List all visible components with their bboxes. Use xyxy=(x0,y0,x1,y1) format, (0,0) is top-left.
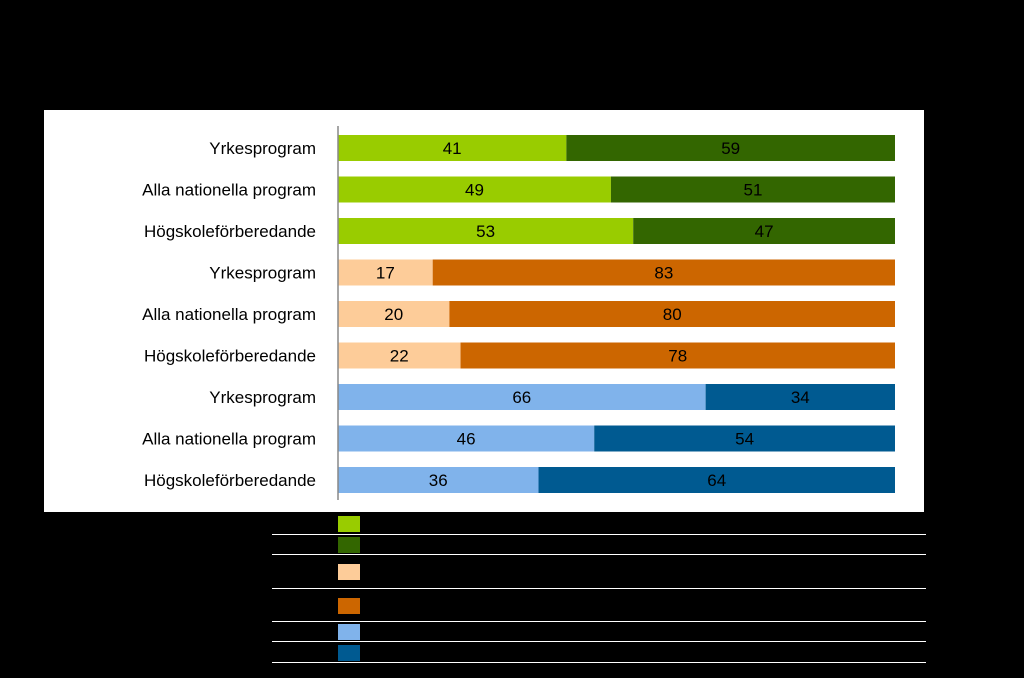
data-label: 49 xyxy=(465,181,484,200)
bar-segment xyxy=(705,384,895,410)
bar-segment xyxy=(338,176,611,203)
bar-segment xyxy=(460,342,895,369)
category-label: Alla nationella program xyxy=(142,430,316,449)
legend-item xyxy=(272,642,926,663)
data-label: 51 xyxy=(744,181,763,200)
data-label: 64 xyxy=(707,471,726,490)
data-label: 83 xyxy=(654,264,673,283)
legend-item xyxy=(272,555,926,589)
legend-swatch xyxy=(338,624,360,640)
data-label: 22 xyxy=(390,347,409,366)
bar-segment xyxy=(338,467,539,493)
category-label: Yrkesprogram xyxy=(209,388,316,407)
bar-segment xyxy=(449,301,895,327)
category-label: Högskoleförberedande xyxy=(144,347,316,366)
data-label: 54 xyxy=(735,430,754,449)
legend-swatch xyxy=(338,564,360,580)
bar-segment xyxy=(338,259,433,286)
legend-swatch xyxy=(338,644,360,661)
data-label: 36 xyxy=(429,471,448,490)
data-label: 53 xyxy=(476,222,495,241)
category-label: Högskoleförberedande xyxy=(144,471,316,490)
data-label: 41 xyxy=(443,139,462,158)
bar-segment xyxy=(538,467,895,493)
bar-segment xyxy=(338,218,634,244)
bar-segment xyxy=(432,259,895,286)
legend-swatch xyxy=(338,537,360,553)
plot-area: Yrkesprogram Alla nationella program Högsk… xyxy=(44,110,924,512)
legend-swatch xyxy=(338,597,360,614)
data-label: 20 xyxy=(384,305,403,324)
bar-segment xyxy=(594,425,895,452)
legend-swatch xyxy=(338,515,360,532)
bar-segment xyxy=(338,425,595,452)
bar-segment xyxy=(566,135,895,161)
bar-segment xyxy=(338,301,450,327)
category-label: Alla nationella program xyxy=(142,305,316,324)
category-label: Högskoleförberedande xyxy=(144,222,316,241)
legend-item xyxy=(272,535,926,555)
category-label: Yrkesprogram xyxy=(209,139,316,158)
bar-segment xyxy=(338,342,461,369)
data-label: 17 xyxy=(376,264,395,283)
bar-segment xyxy=(610,176,895,203)
category-label: Yrkesprogram xyxy=(209,264,316,283)
bar-segment xyxy=(338,135,567,161)
data-label: 46 xyxy=(457,430,476,449)
legend-item xyxy=(272,512,926,535)
bar-segment xyxy=(633,218,895,244)
legend-item xyxy=(272,622,926,642)
legend xyxy=(272,512,926,664)
data-label: 78 xyxy=(668,347,687,366)
data-label: 59 xyxy=(721,139,740,158)
bar-chart: Yrkesprogram Alla nationella program Högsk… xyxy=(142,126,895,500)
data-label: 47 xyxy=(755,222,774,241)
category-label: Alla nationella program xyxy=(142,181,316,200)
legend-item xyxy=(272,589,926,622)
data-label: 34 xyxy=(791,388,810,407)
bar-segment xyxy=(338,384,706,410)
data-label: 80 xyxy=(663,305,682,324)
data-label: 66 xyxy=(512,388,531,407)
